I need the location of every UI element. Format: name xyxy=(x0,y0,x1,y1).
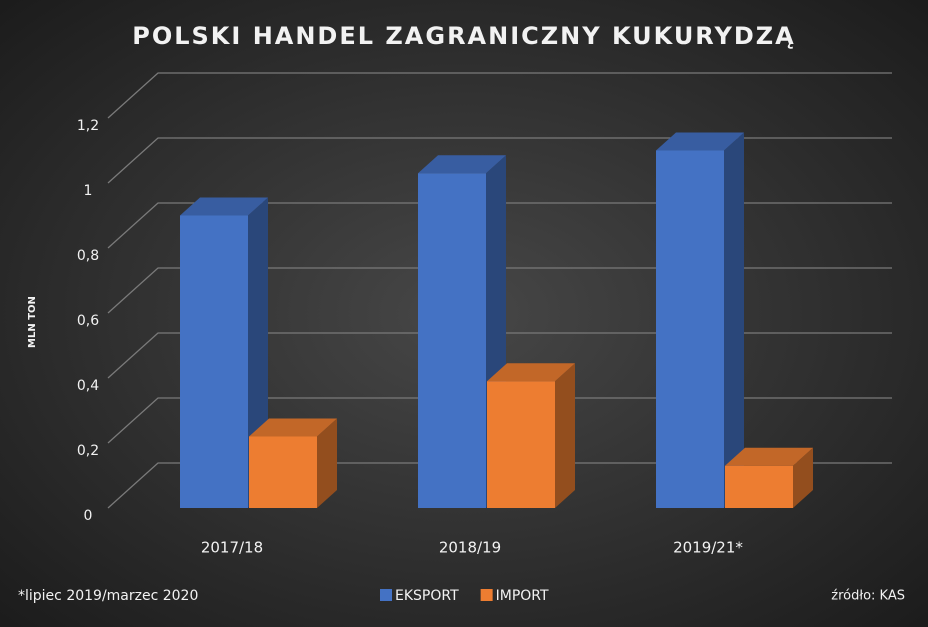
bar xyxy=(487,363,575,508)
legend-swatch xyxy=(480,589,493,601)
y-tick-label: 0,2 xyxy=(77,443,99,459)
y-tick-label: 0,6 xyxy=(77,313,99,329)
source: źródło: KAS xyxy=(831,589,905,604)
grid-line xyxy=(107,332,892,379)
bar-top xyxy=(487,363,575,382)
footnote: *lipiec 2019/marzec 2020 xyxy=(18,588,198,604)
bar-side xyxy=(793,447,813,508)
bar xyxy=(249,418,337,508)
bar-front xyxy=(418,173,486,508)
legend-label: IMPORT xyxy=(496,588,549,604)
bar-front xyxy=(180,215,248,508)
bar-top xyxy=(656,132,744,151)
bar xyxy=(180,197,268,508)
y-tick-label: 0,8 xyxy=(77,248,99,264)
x-tick-label: 2017/18 xyxy=(201,539,263,557)
bar xyxy=(656,132,744,508)
bar-side xyxy=(317,418,337,508)
bar-front xyxy=(249,436,317,508)
grid-line xyxy=(107,397,892,444)
bar-side xyxy=(724,132,744,508)
x-tick-label: 2019/21* xyxy=(673,539,743,557)
chart-title: POLSKI HANDEL ZAGRANICZNY KUKURYDZĄ xyxy=(132,22,796,50)
bar xyxy=(725,447,813,508)
bar-front xyxy=(725,465,793,508)
y-axis-label: MLN TON xyxy=(27,296,38,348)
legend-swatch xyxy=(380,589,392,601)
grid-line xyxy=(107,462,892,509)
bar xyxy=(418,155,506,508)
bar-top xyxy=(249,418,337,437)
bar-top xyxy=(725,447,813,466)
grid-line xyxy=(107,72,892,119)
grid-line xyxy=(107,137,892,184)
x-tick-label: 2018/19 xyxy=(439,539,501,557)
y-tick-label: 0 xyxy=(84,508,93,524)
bar-side xyxy=(555,363,575,508)
bar-top xyxy=(180,197,268,216)
y-tick-label: 1 xyxy=(84,183,93,199)
bar-front xyxy=(656,150,724,508)
grid-line xyxy=(107,267,892,314)
bar-top xyxy=(418,155,506,174)
bar-front xyxy=(487,381,555,508)
y-tick-label: 0,4 xyxy=(77,378,99,394)
grid-line xyxy=(107,202,892,249)
y-tick-label: 1,2 xyxy=(77,118,99,134)
legend-label: EKSPORT xyxy=(395,588,459,604)
